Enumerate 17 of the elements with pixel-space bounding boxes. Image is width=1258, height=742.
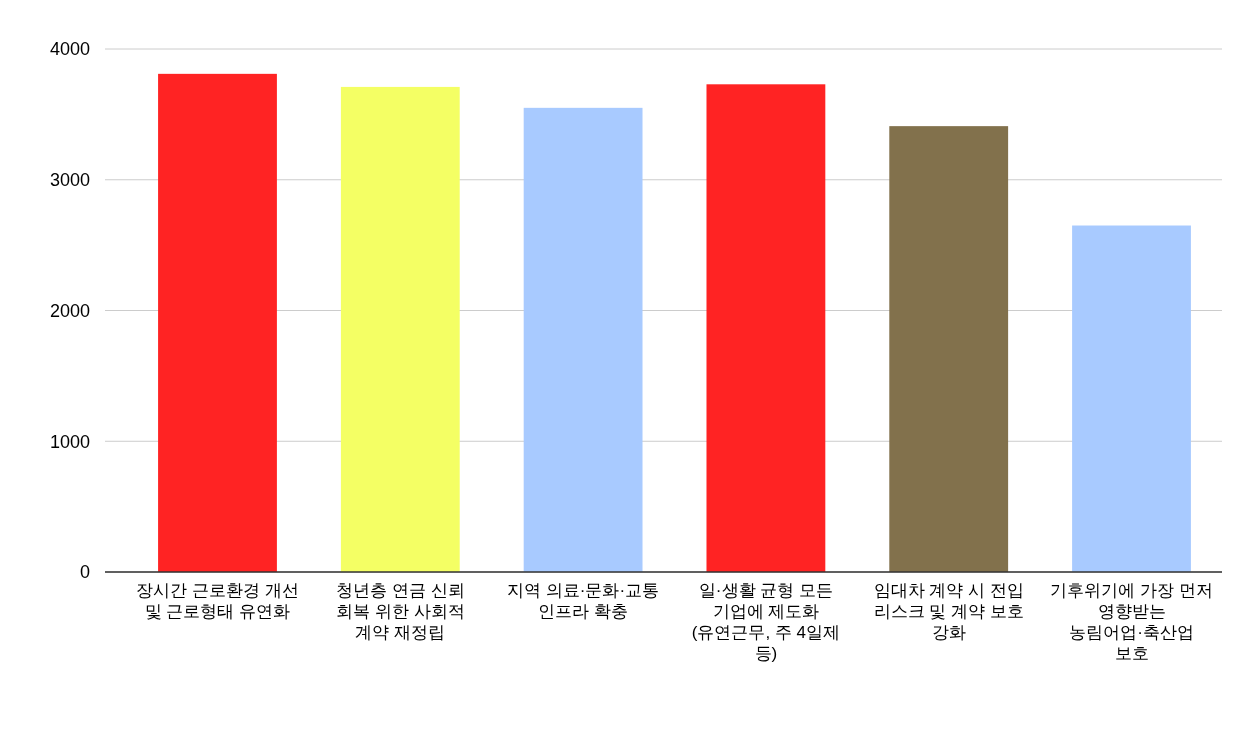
x-tick-label: 기후위기에 가장 먼저 영향받는 농림어업·축산업 보호 (1050, 581, 1213, 663)
x-tick-label: 청년층 연금 신뢰 회복 위한 사회적 계약 재정립 (336, 581, 465, 642)
bar (889, 126, 1009, 572)
x-tick-label: 지역 의료·문화·교통 인프라 확충 (507, 581, 660, 621)
bar (706, 84, 826, 572)
bar (523, 107, 643, 572)
y-tick-label: 4000 (49, 39, 90, 60)
bar (1072, 225, 1191, 572)
y-tick-label: 0 (79, 562, 90, 583)
bar (158, 73, 277, 572)
y-tick-label: 1000 (49, 431, 90, 452)
x-tick-label: 임대차 계약 시 전입 리스크 및 계약 보호 강화 (873, 581, 1024, 642)
y-tick-label: 2000 (49, 300, 90, 321)
x-tick-label: 일·생활 균형 모든 기업에 제도화 (유연근무, 주 4일제 등) (691, 581, 841, 663)
bar (340, 86, 460, 572)
y-tick-label: 3000 (49, 170, 90, 191)
x-tick-label: 장시간 근로환경 개선 및 근로형태 유연화 (136, 581, 299, 621)
